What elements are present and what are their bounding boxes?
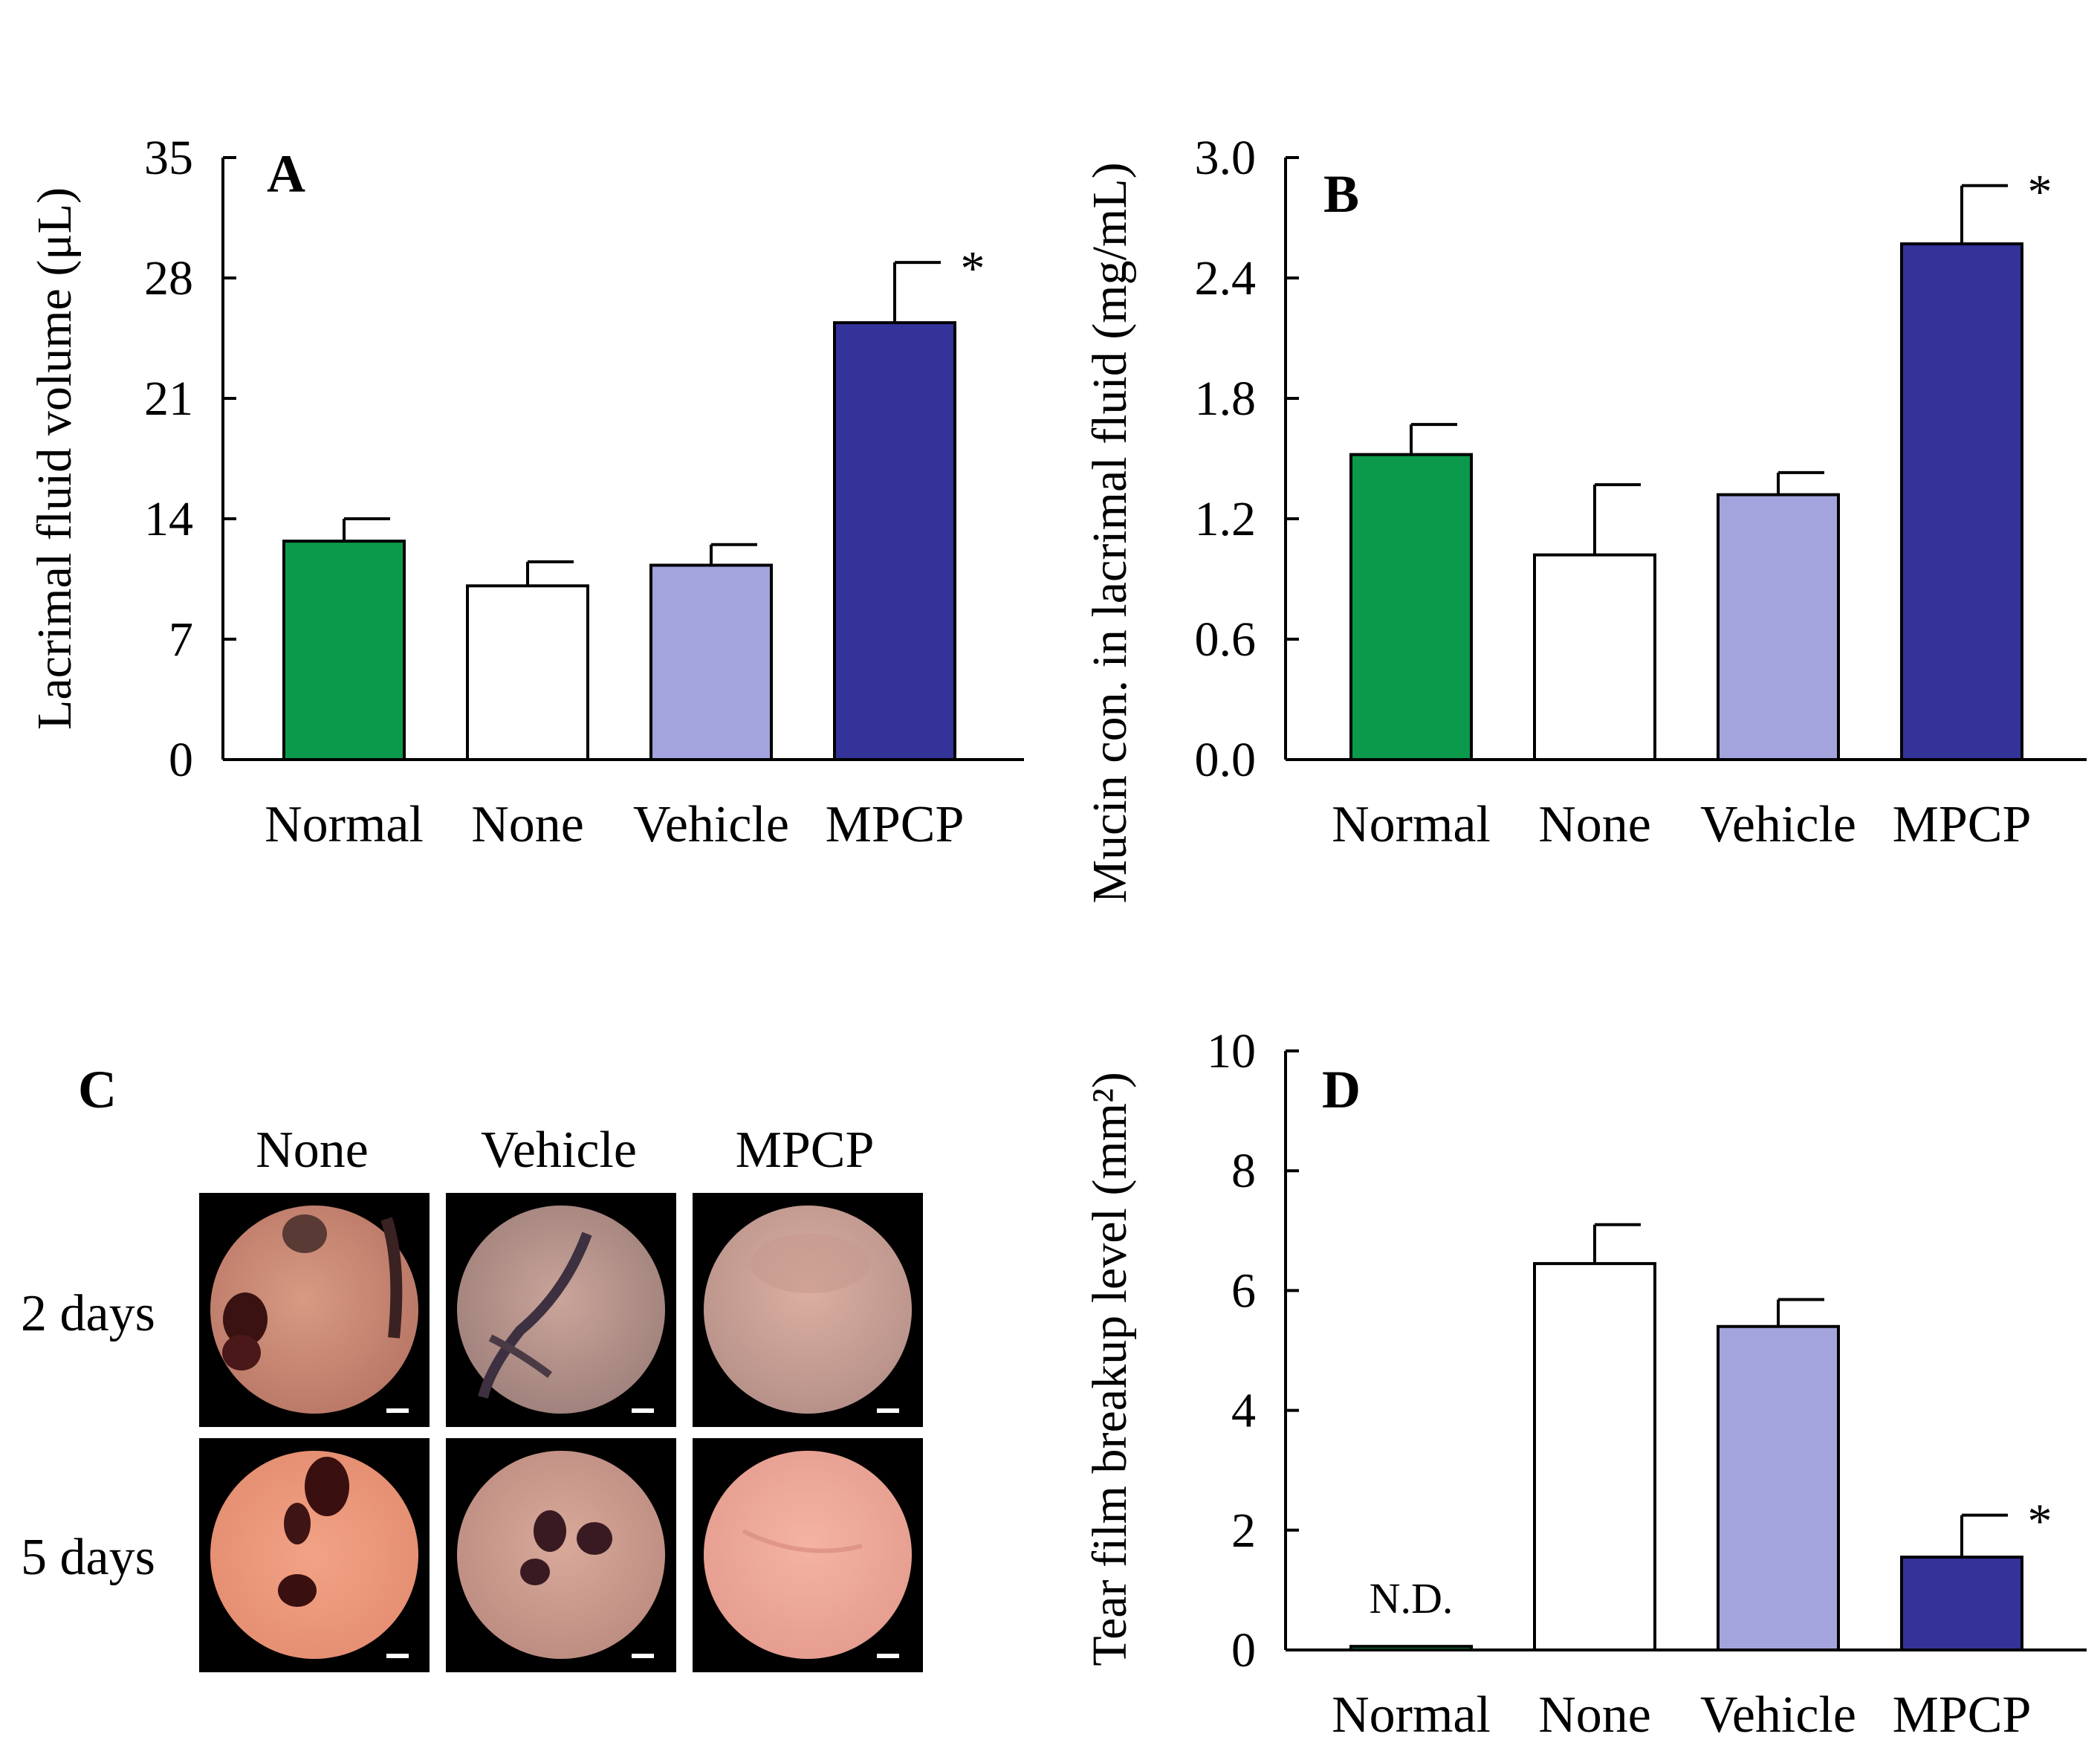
y-tick-label: 2 bbox=[1231, 1504, 1256, 1558]
x-category-label: MPCP bbox=[826, 796, 965, 853]
bar-mpcp bbox=[1900, 242, 2023, 762]
bar-normal bbox=[1349, 453, 1473, 761]
panel-c-row-2-days: 2 days bbox=[21, 1285, 155, 1342]
panel-label-d: D bbox=[1322, 1060, 1361, 1119]
y-tick-label: 35 bbox=[144, 131, 193, 185]
y-tick-label: 10 bbox=[1207, 1024, 1256, 1078]
y-tick-label: 0 bbox=[1231, 1623, 1256, 1677]
micrograph-vehicle-5-days bbox=[446, 1438, 676, 1672]
x-category-label: None bbox=[1538, 796, 1651, 853]
bar-mpcp bbox=[833, 321, 956, 761]
x-category-label: None bbox=[1538, 1686, 1651, 1744]
x-category-label: Normal bbox=[265, 796, 424, 853]
significance-marker: * bbox=[961, 242, 985, 296]
y-axis-label: Mucin con. in lacrimal fluid (mg/mL) bbox=[1083, 162, 1137, 903]
x-category-label: Vehicle bbox=[633, 796, 789, 853]
bar-normal bbox=[282, 540, 406, 761]
panel-b-chart: 0.0 0.6 1.2 1.8 2.4 3.0 Mucin con. in lacrimal… bbox=[1083, 131, 2087, 904]
panel-c-column-mpcp: MPCP bbox=[736, 1122, 875, 1179]
y-tick-label: 14 bbox=[144, 492, 193, 546]
x-category-label: Normal bbox=[1332, 1686, 1491, 1744]
x-category-label: None bbox=[471, 796, 584, 853]
bar-none bbox=[1533, 553, 1656, 761]
x-category-label: Vehicle bbox=[1700, 1686, 1856, 1744]
panel-c-column-none: None bbox=[256, 1122, 369, 1179]
micrograph-mpcp-2-days bbox=[693, 1193, 923, 1427]
x-category-label: Normal bbox=[1332, 796, 1491, 853]
y-tick-label: 4 bbox=[1231, 1384, 1256, 1438]
panel-c-micrographs: C None Vehicle MPCP 2 days 5 days bbox=[21, 1060, 923, 1672]
y-tick-label: 0.6 bbox=[1195, 612, 1257, 667]
bar-vehicle bbox=[649, 563, 773, 761]
y-tick-label: 3.0 bbox=[1195, 131, 1257, 185]
bar-none bbox=[1533, 1262, 1656, 1651]
micrograph-mpcp-5-days bbox=[693, 1438, 923, 1672]
y-tick-label: 0.0 bbox=[1195, 733, 1257, 787]
y-tick-label: 28 bbox=[144, 251, 193, 305]
bar-normal bbox=[1349, 1645, 1473, 1652]
bar-none bbox=[466, 584, 589, 761]
y-tick-label: 1.2 bbox=[1195, 492, 1257, 546]
micrograph-none-2-days bbox=[199, 1193, 430, 1427]
x-category-label: MPCP bbox=[1893, 796, 2032, 853]
y-axis-label: Lacrimal fluid volume (μL) bbox=[27, 187, 82, 730]
bar-vehicle bbox=[1717, 493, 1840, 761]
significance-marker: * bbox=[2028, 1495, 2052, 1549]
micrograph-none-5-days bbox=[199, 1438, 430, 1672]
y-tick-label: 8 bbox=[1231, 1144, 1256, 1198]
y-tick-label: 1.8 bbox=[1195, 372, 1257, 426]
y-tick-label: 2.4 bbox=[1195, 251, 1257, 305]
bar-mpcp bbox=[1900, 1556, 2023, 1652]
y-tick-label: 7 bbox=[169, 612, 193, 667]
y-tick-label: 21 bbox=[144, 372, 193, 426]
panel-label-b: B bbox=[1323, 164, 1359, 224]
significance-marker: * bbox=[2028, 165, 2052, 219]
x-category-label: Vehicle bbox=[1700, 796, 1856, 853]
y-axis-label: Tear film breakup level (mm²) bbox=[1083, 1072, 1137, 1666]
micrograph-vehicle-2-days bbox=[446, 1193, 676, 1427]
panel-c-row-5-days: 5 days bbox=[21, 1529, 155, 1586]
not-detected-annotation: N.D. bbox=[1370, 1574, 1454, 1622]
panel-label-a: A bbox=[267, 144, 305, 204]
panel-a-chart: 0 7 14 21 28 35 Lacrimal fluid volume (μL) A Nor… bbox=[27, 131, 1024, 853]
y-tick-label: 6 bbox=[1231, 1263, 1256, 1318]
bar-vehicle bbox=[1717, 1324, 1840, 1651]
panel-c-label: C bbox=[78, 1060, 117, 1119]
y-tick-label: 0 bbox=[169, 733, 193, 787]
panel-c-column-vehicle: Vehicle bbox=[481, 1122, 637, 1179]
panel-d-chart: 0 2 4 6 8 10 Tear film breakup level (mm²) D N.D… bbox=[1083, 1024, 2087, 1744]
x-category-label: MPCP bbox=[1893, 1686, 2032, 1744]
